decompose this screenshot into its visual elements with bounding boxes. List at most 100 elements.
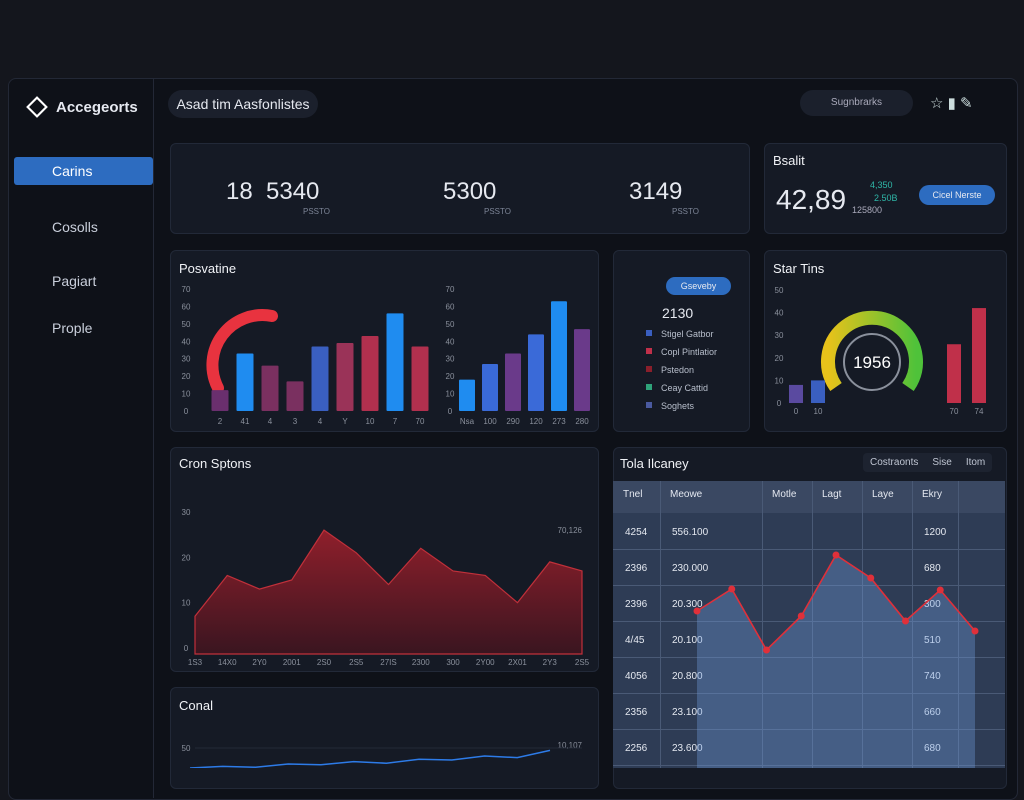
x-tick-label: 70 [416,417,425,426]
annotation: 70,126 [558,526,583,535]
table-cell: 20.300 [672,599,703,610]
table-cell: 556.100 [672,527,709,538]
stat-caption: PSSTO [303,207,330,216]
tab[interactable]: Sise [932,457,952,468]
table-cell: 2256 [625,743,648,754]
balance-title: Bsalit [773,153,805,168]
line-area [697,555,975,768]
y-tick-label: 40 [182,337,191,346]
legend-swatch [646,330,652,336]
balance-change: 4,350 [870,180,893,190]
column-header: Meowe [670,489,703,500]
x-tick-label: 70 [950,407,959,416]
table: Tnel Meowe Motle Lagt Laye Ekry 4254 556.100 120… [613,481,1005,768]
y-tick-label: 0 [184,644,189,653]
y-tick-label: 10 [446,390,455,399]
panel-title: Star Tins [773,261,825,276]
annotation: 10,107 [558,741,583,750]
y-tick-label: 0 [777,399,782,408]
bar [211,390,229,411]
y-tick-label: 50 [182,744,191,753]
nav-item[interactable]: Prople [52,320,93,336]
y-tick-label: 40 [775,309,784,318]
bar [789,384,803,403]
legend-item: Stigel Gatbor [661,329,714,339]
stat-caption: PSSTO [484,207,511,216]
y-tick-label: 10 [775,376,784,385]
brand: Accegeorts [56,99,138,116]
column-line [862,481,863,768]
column-header: Lagt [822,489,842,500]
legend-item: Pstedon [661,365,694,375]
bar [261,365,279,411]
legend-item: Copl Pintlatior [661,347,717,357]
table-cell: 1200 [924,527,947,538]
table-cell: 2396 [625,599,648,610]
x-tick-label: Y [342,417,348,426]
tabs: Costraonts Sise Itom [863,453,993,472]
column-line [660,481,661,768]
nav-item[interactable]: Cosolls [52,219,98,235]
x-tick-label: 4 [318,417,323,426]
x-tick-label: Nsa [460,417,475,426]
y-tick-label: 40 [446,337,455,346]
button[interactable]: Cicel Nerste [919,185,995,205]
charts: 1956 70,126 10,107 Stigel Gatbor Copl Pin… [182,285,986,768]
balance-sub: 125800 [852,205,883,215]
point [832,551,840,559]
column-line [762,481,763,768]
tab[interactable]: Itom [965,457,986,468]
table-cell: 660 [924,707,941,718]
table-cell: 300 [924,599,941,610]
legend-swatch [646,384,652,390]
x-tick-label: 100 [483,417,497,426]
sidebar [8,78,154,798]
table-cell: 2396 [625,563,648,574]
nav-item[interactable]: Carins [14,157,153,185]
table-cell: 4/45 [625,635,645,646]
balance-value: 42,89 [776,184,847,215]
line [189,749,551,768]
x-tick-label: 2X01 [508,658,527,667]
x-tick-label: 3 [293,417,298,426]
row-line [613,549,1005,550]
table-header-bg [613,481,1005,513]
bar [361,336,379,411]
point [797,612,805,620]
balance-change: 2.50B [874,193,898,203]
bar [336,343,354,411]
legend-item: Ceay Cattid [661,383,708,393]
y-tick-label: 30 [182,508,191,517]
nav-item[interactable]: Pagiart [52,273,97,289]
table-cell: 4254 [625,527,648,538]
header-title[interactable]: Asad tim Aasfonlistes [168,90,318,118]
x-tick-label: 41 [241,417,250,426]
table-cell: 740 [924,671,941,682]
tab[interactable]: Costraonts [870,457,919,468]
search[interactable]: Sugnbrarks [800,90,913,116]
stat-number: 18 [226,178,253,205]
x-tick-label: 2Y3 [543,658,558,667]
bar [311,346,329,411]
y-tick-label: 70 [446,285,455,294]
table-cell: 20.100 [672,635,703,646]
x-tick-label: 2300 [412,658,430,667]
panel-title: Conal [179,698,213,713]
bar [482,363,498,411]
y-tick-label: 20 [182,553,191,562]
table-cell: 4056 [625,671,648,682]
stat-value: 5340 [266,178,320,205]
icon-buttons[interactable]: ☆ ▮ ✎ [930,95,973,112]
x-tick-label: 290 [506,417,520,426]
y-tick-label: 50 [446,320,455,329]
row-line [613,765,1005,766]
x-tick-label: 10 [814,407,823,416]
button[interactable]: Gseveby [666,277,731,295]
y-tick-label: 60 [446,302,455,311]
bar [972,308,986,403]
point [936,586,944,594]
x-tick-label: 2S5 [575,658,590,667]
x-tick-label: 74 [975,407,984,416]
point [763,646,770,654]
table-cell: 680 [924,563,941,574]
